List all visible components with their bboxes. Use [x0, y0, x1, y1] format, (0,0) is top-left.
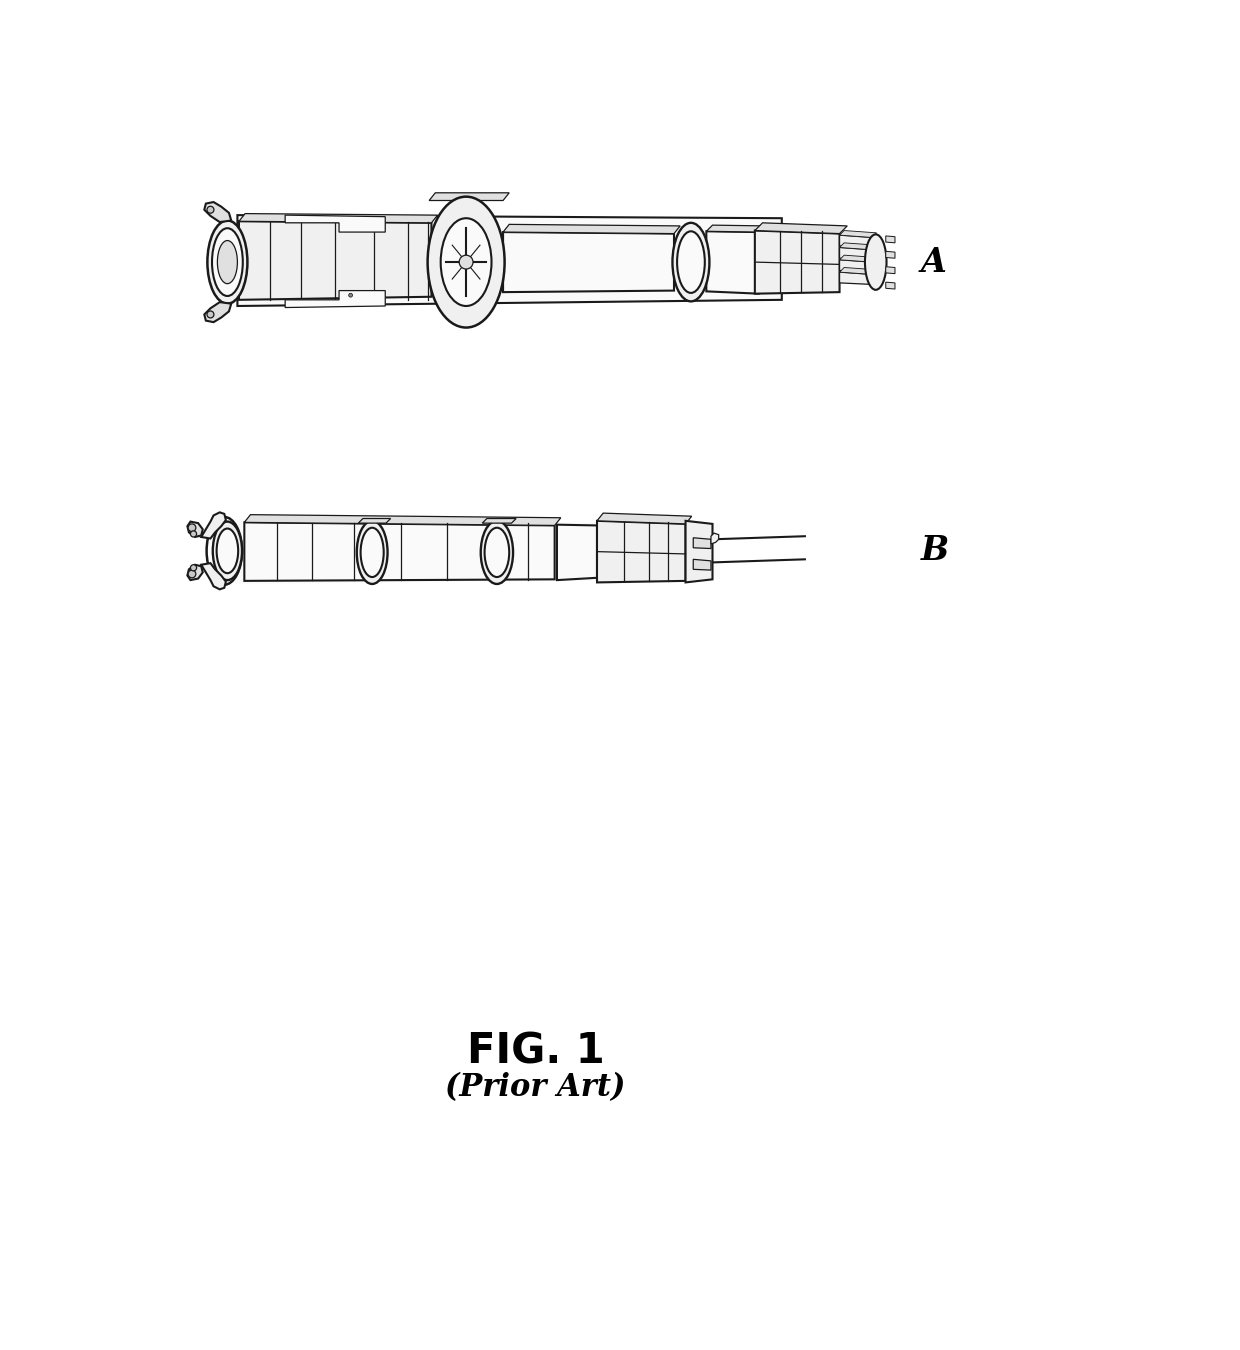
Polygon shape — [237, 215, 781, 306]
Polygon shape — [686, 521, 713, 582]
Polygon shape — [839, 273, 872, 285]
Ellipse shape — [677, 231, 704, 293]
Ellipse shape — [213, 521, 242, 580]
Polygon shape — [693, 559, 711, 570]
Ellipse shape — [348, 293, 352, 297]
Text: A: A — [920, 246, 946, 278]
Polygon shape — [839, 259, 872, 273]
Text: FIG. 1: FIG. 1 — [466, 1030, 604, 1072]
Polygon shape — [596, 513, 692, 524]
Ellipse shape — [212, 228, 243, 296]
Polygon shape — [205, 302, 231, 323]
Polygon shape — [187, 521, 203, 537]
Text: B: B — [920, 535, 949, 567]
Polygon shape — [358, 518, 391, 524]
Polygon shape — [187, 564, 203, 580]
Ellipse shape — [440, 219, 491, 306]
Ellipse shape — [217, 528, 238, 574]
Ellipse shape — [866, 235, 887, 290]
Polygon shape — [839, 255, 877, 262]
Polygon shape — [707, 225, 765, 232]
Polygon shape — [201, 563, 226, 590]
Polygon shape — [482, 518, 516, 524]
Polygon shape — [285, 290, 386, 308]
Polygon shape — [755, 231, 839, 294]
Polygon shape — [236, 520, 720, 585]
Polygon shape — [503, 224, 681, 234]
Ellipse shape — [188, 524, 196, 532]
Ellipse shape — [207, 207, 215, 213]
Polygon shape — [239, 213, 438, 223]
Polygon shape — [244, 514, 560, 525]
Ellipse shape — [485, 528, 510, 576]
Ellipse shape — [459, 255, 472, 269]
Polygon shape — [707, 231, 759, 294]
Polygon shape — [885, 236, 895, 243]
Ellipse shape — [188, 570, 196, 578]
Polygon shape — [755, 223, 847, 234]
Polygon shape — [693, 537, 711, 548]
Polygon shape — [285, 215, 386, 232]
Polygon shape — [239, 221, 432, 300]
Polygon shape — [201, 513, 226, 539]
Polygon shape — [885, 251, 895, 258]
Polygon shape — [839, 231, 877, 238]
Ellipse shape — [207, 310, 215, 319]
Polygon shape — [839, 267, 877, 274]
Ellipse shape — [191, 564, 197, 571]
Ellipse shape — [672, 223, 709, 301]
Polygon shape — [839, 247, 872, 259]
Polygon shape — [596, 521, 686, 582]
Ellipse shape — [191, 531, 197, 537]
Polygon shape — [557, 525, 596, 580]
Ellipse shape — [361, 528, 383, 576]
Text: (Prior Art): (Prior Art) — [445, 1072, 626, 1103]
Polygon shape — [711, 533, 719, 544]
Polygon shape — [205, 202, 231, 221]
Ellipse shape — [428, 197, 505, 328]
Ellipse shape — [207, 220, 248, 304]
Polygon shape — [839, 243, 877, 250]
Ellipse shape — [357, 521, 388, 585]
Polygon shape — [885, 267, 895, 274]
Ellipse shape — [481, 521, 513, 585]
Polygon shape — [839, 235, 872, 247]
Polygon shape — [885, 282, 895, 289]
Polygon shape — [503, 232, 675, 292]
Polygon shape — [244, 522, 554, 580]
Ellipse shape — [217, 240, 237, 284]
Polygon shape — [429, 193, 510, 201]
